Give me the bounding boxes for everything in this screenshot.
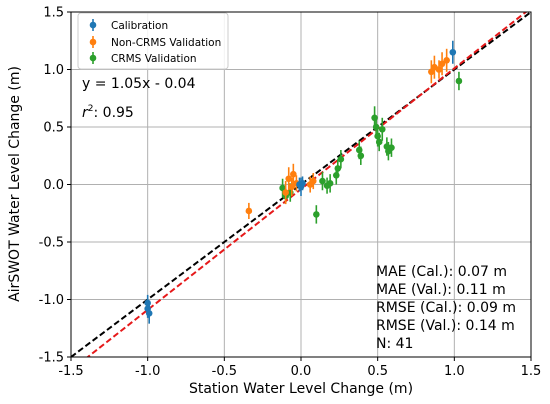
stats-box: MAE (Cal.): 0.07 m MAE (Val.): 0.11 m RM… xyxy=(376,264,516,352)
x-tick-label: -1.0 xyxy=(135,364,160,379)
data-point xyxy=(245,207,253,215)
y-axis-label: AirSWOT Water Level Change (m) xyxy=(7,66,23,302)
series-non-crms-validation xyxy=(245,48,450,219)
data-point xyxy=(455,77,463,85)
x-tick-label: 0.0 xyxy=(291,364,312,379)
stat-rmse-val: RMSE (Val.): 0.14 m xyxy=(376,318,515,334)
data-point xyxy=(290,170,297,178)
fit-equation: y = 1.05x - 0.04 xyxy=(82,76,196,92)
data-point xyxy=(334,165,342,172)
x-tick-label: 1.5 xyxy=(521,364,542,379)
data-point xyxy=(357,152,365,160)
data-point xyxy=(309,177,317,185)
x-axis-label: Station Water Level Change (m) xyxy=(189,381,413,397)
x-tick-label: -1.5 xyxy=(58,364,83,379)
data-point xyxy=(443,57,450,64)
legend-label-non-crms: Non-CRMS Validation xyxy=(111,37,221,49)
x-tick-label: 1.0 xyxy=(444,364,465,379)
y-tick-label: 1.5 xyxy=(43,6,64,21)
y-tick-label: 0.0 xyxy=(43,178,64,193)
data-point xyxy=(288,183,296,191)
x-tick-label: 0.5 xyxy=(367,364,388,379)
r-squared-value: : 0.95 xyxy=(94,105,134,121)
legend-label-calibration: Calibration xyxy=(111,20,168,32)
legend-label-crms: CRMS Validation xyxy=(111,53,197,65)
legend-marker xyxy=(89,21,97,29)
r-squared: r2: 0.95 xyxy=(82,104,134,121)
data-point xyxy=(313,211,320,218)
x-tick-label: -0.5 xyxy=(212,364,237,379)
data-point xyxy=(326,180,334,187)
legend: Calibration Non-CRMS Validation CRMS Val… xyxy=(77,12,229,70)
data-point xyxy=(378,126,386,133)
legend-marker xyxy=(89,54,97,62)
legend-box xyxy=(77,12,229,70)
r-squared-exponent: 2 xyxy=(88,104,94,114)
series-calibration xyxy=(144,40,457,324)
y-tick-label: 1.0 xyxy=(43,63,64,78)
data-point xyxy=(145,310,153,317)
axis-ticks: -1.5 -1.0 -0.5 0.0 0.5 1.0 1.5 -1.5 -1.0 -0.5 0.0 0… xyxy=(39,6,542,380)
data-point xyxy=(449,48,457,56)
y-tick-label: -0.5 xyxy=(39,236,64,251)
r-squared-symbol: r xyxy=(82,105,89,121)
stat-mae-val: MAE (Val.): 0.11 m xyxy=(376,282,506,298)
data-point xyxy=(375,138,383,146)
data-point xyxy=(319,177,326,185)
data-point xyxy=(285,175,293,183)
y-tick-label: 0.5 xyxy=(43,121,64,136)
data-points xyxy=(144,40,463,324)
stat-rmse-cal: RMSE (Cal.): 0.09 m xyxy=(376,300,516,316)
data-point xyxy=(282,189,289,196)
stat-mae-cal: MAE (Cal.): 0.07 m xyxy=(376,264,507,280)
legend-marker xyxy=(89,38,97,46)
data-point xyxy=(435,66,443,73)
y-tick-label: -1.5 xyxy=(39,351,64,366)
data-point xyxy=(388,144,395,151)
data-point xyxy=(299,180,306,187)
data-point xyxy=(438,60,446,68)
data-point xyxy=(337,155,345,163)
y-tick-label: -1.0 xyxy=(39,293,64,308)
stat-n: N: 41 xyxy=(376,336,413,352)
